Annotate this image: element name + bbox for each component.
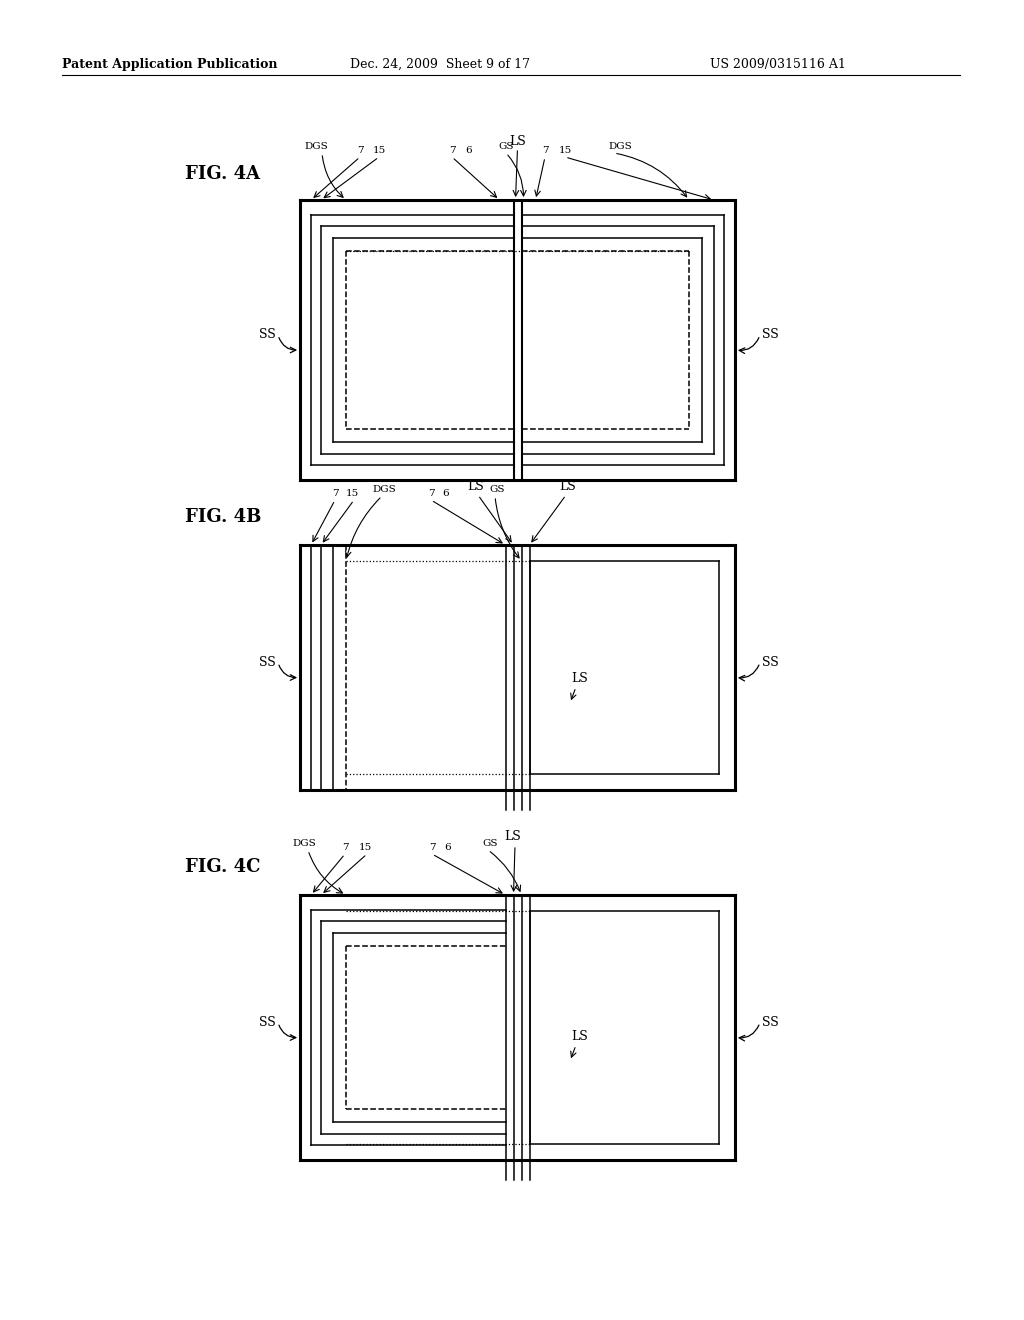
Text: DGS: DGS bbox=[372, 484, 396, 494]
Text: US 2009/0315116 A1: US 2009/0315116 A1 bbox=[710, 58, 846, 71]
Text: FIG. 4C: FIG. 4C bbox=[185, 858, 260, 876]
Text: 7: 7 bbox=[356, 147, 364, 154]
Text: 7: 7 bbox=[429, 843, 435, 851]
Text: SS: SS bbox=[762, 656, 778, 669]
Text: DGS: DGS bbox=[292, 840, 315, 847]
Text: GS: GS bbox=[499, 143, 514, 150]
Text: 6: 6 bbox=[444, 843, 452, 851]
Text: Patent Application Publication: Patent Application Publication bbox=[62, 58, 278, 71]
Text: LS: LS bbox=[505, 830, 521, 843]
Text: DGS: DGS bbox=[304, 143, 328, 150]
Text: SS: SS bbox=[259, 656, 276, 669]
Text: SS: SS bbox=[259, 1016, 276, 1030]
Text: 6: 6 bbox=[466, 147, 472, 154]
Text: SS: SS bbox=[762, 329, 778, 342]
Text: GS: GS bbox=[482, 840, 498, 847]
Text: SS: SS bbox=[762, 1016, 778, 1030]
Text: 7: 7 bbox=[449, 147, 456, 154]
Text: 15: 15 bbox=[345, 488, 358, 498]
Text: LS: LS bbox=[571, 672, 589, 685]
Text: 15: 15 bbox=[558, 147, 571, 154]
Text: 6: 6 bbox=[442, 488, 450, 498]
Text: FIG. 4A: FIG. 4A bbox=[185, 165, 260, 183]
Text: 15: 15 bbox=[358, 843, 372, 851]
Text: 7: 7 bbox=[542, 147, 548, 154]
Text: LS: LS bbox=[509, 135, 526, 148]
Text: 7: 7 bbox=[332, 488, 338, 498]
Text: Dec. 24, 2009  Sheet 9 of 17: Dec. 24, 2009 Sheet 9 of 17 bbox=[350, 58, 530, 71]
Text: SS: SS bbox=[259, 329, 276, 342]
Text: GS: GS bbox=[489, 484, 505, 494]
Text: LS: LS bbox=[571, 1030, 589, 1043]
Text: FIG. 4B: FIG. 4B bbox=[185, 508, 261, 525]
Text: 7: 7 bbox=[428, 488, 434, 498]
Text: 7: 7 bbox=[342, 843, 348, 851]
Text: DGS: DGS bbox=[608, 143, 632, 150]
Text: LS: LS bbox=[560, 480, 577, 492]
Text: LS: LS bbox=[468, 480, 484, 492]
Text: 15: 15 bbox=[373, 147, 386, 154]
